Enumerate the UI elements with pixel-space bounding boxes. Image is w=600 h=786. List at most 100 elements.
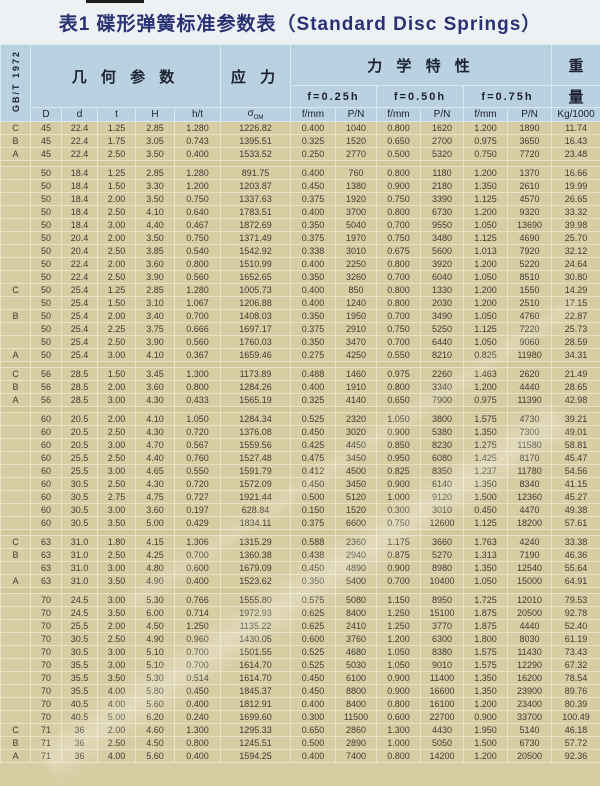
data-cell: 0.412 xyxy=(291,465,336,478)
data-cell: 18.4 xyxy=(62,219,98,232)
data-cell: 1.280 xyxy=(175,284,221,297)
data-cell: 0.488 xyxy=(291,368,336,381)
data-cell: 1.125 xyxy=(464,193,508,206)
data-cell: 31.0 xyxy=(62,562,98,575)
data-cell: 1.300 xyxy=(377,724,421,737)
data-cell: 1812.91 xyxy=(221,698,291,711)
data-cell: 9550 xyxy=(421,219,464,232)
data-cell: 1380 xyxy=(336,180,377,193)
series-cell xyxy=(1,633,31,646)
data-cell: 0.825 xyxy=(464,349,508,362)
data-cell: 1.306 xyxy=(175,536,221,549)
data-cell: 50 xyxy=(31,284,62,297)
data-cell: 1970 xyxy=(336,232,377,245)
data-cell: 1.313 xyxy=(464,549,508,562)
data-cell: 3770 xyxy=(421,620,464,633)
data-cell: 28.65 xyxy=(552,381,600,394)
series-cell xyxy=(1,659,31,672)
data-cell: 4.30 xyxy=(136,394,175,407)
data-cell: 30.5 xyxy=(62,478,98,491)
data-cell: 5040 xyxy=(336,219,377,232)
data-cell: 1845.37 xyxy=(221,685,291,698)
data-cell: 11500 xyxy=(336,711,377,724)
data-cell: 28.59 xyxy=(552,336,600,349)
data-cell: 14200 xyxy=(421,750,464,763)
data-cell: 1395.51 xyxy=(221,135,291,148)
data-cell: 1520 xyxy=(336,135,377,148)
data-cell: 891.75 xyxy=(221,167,291,180)
data-cell: 0.720 xyxy=(175,426,221,439)
data-cell: 2.00 xyxy=(98,381,136,394)
data-cell: 4.90 xyxy=(136,575,175,588)
data-cell: 0.750 xyxy=(175,232,221,245)
data-cell: 22.4 xyxy=(62,148,98,161)
series-cell xyxy=(1,504,31,517)
data-cell: 79.53 xyxy=(552,594,600,607)
data-cell: 1040 xyxy=(336,122,377,135)
data-cell: 12600 xyxy=(421,517,464,530)
series-cell: C xyxy=(1,536,31,549)
data-cell: 4.90 xyxy=(136,633,175,646)
data-cell: 1523.62 xyxy=(221,575,291,588)
series-cell xyxy=(1,167,31,180)
data-cell: 71 xyxy=(31,750,62,763)
data-cell: 1659.46 xyxy=(221,349,291,362)
data-cell: 3.50 xyxy=(98,672,136,685)
data-cell: 2510 xyxy=(508,297,552,310)
series-cell: A xyxy=(1,394,31,407)
data-cell: 4.25 xyxy=(136,549,175,562)
group-weight-top: 重 xyxy=(552,45,600,86)
data-cell: 0.350 xyxy=(291,310,336,323)
standard-label: GB/T 1972 xyxy=(11,50,21,112)
data-cell: 3.90 xyxy=(136,336,175,349)
data-cell: 9120 xyxy=(421,491,464,504)
data-cell: 0.400 xyxy=(175,575,221,588)
series-cell: B xyxy=(1,381,31,394)
data-cell: 60 xyxy=(31,478,62,491)
data-cell: 2.50 xyxy=(98,426,136,439)
data-cell: 49.01 xyxy=(552,426,600,439)
deflection-050h: f=0.50h xyxy=(377,86,464,108)
data-cell: 70 xyxy=(31,646,62,659)
data-cell: 1.500 xyxy=(464,491,508,504)
data-cell: 39.21 xyxy=(552,413,600,426)
data-cell: 16.43 xyxy=(552,135,600,148)
data-cell: 20.5 xyxy=(62,439,98,452)
data-cell: 1872.69 xyxy=(221,219,291,232)
data-cell: 1330 xyxy=(421,284,464,297)
data-cell: 67.32 xyxy=(552,659,600,672)
data-cell: 1173.89 xyxy=(221,368,291,381)
data-cell: 0.750 xyxy=(377,517,421,530)
data-cell: 1620 xyxy=(421,122,464,135)
data-cell: 9320 xyxy=(508,206,552,219)
data-cell: 0.750 xyxy=(175,193,221,206)
series-cell xyxy=(1,323,31,336)
data-cell: 1.000 xyxy=(377,491,421,504)
data-cell: 12010 xyxy=(508,594,552,607)
data-cell: 2.85 xyxy=(136,167,175,180)
data-cell: 0.475 xyxy=(291,452,336,465)
data-cell: 11390 xyxy=(508,394,552,407)
data-cell: 70 xyxy=(31,698,62,711)
data-cell: 8800 xyxy=(336,685,377,698)
data-cell: 55.64 xyxy=(552,562,600,575)
data-cell: 1.763 xyxy=(464,536,508,549)
data-cell: 1.067 xyxy=(175,297,221,310)
data-cell: 1572.09 xyxy=(221,478,291,491)
data-cell: 63 xyxy=(31,536,62,549)
data-cell: 3.75 xyxy=(136,323,175,336)
data-cell: 0.800 xyxy=(377,750,421,763)
data-cell: 50 xyxy=(31,310,62,323)
series-cell xyxy=(1,685,31,698)
data-cell: 0.150 xyxy=(291,504,336,517)
data-cell: 25.4 xyxy=(62,297,98,310)
data-cell: 1565.19 xyxy=(221,394,291,407)
data-cell: 0.450 xyxy=(464,504,508,517)
data-cell: 3.45 xyxy=(136,368,175,381)
data-cell: 0.900 xyxy=(377,562,421,575)
